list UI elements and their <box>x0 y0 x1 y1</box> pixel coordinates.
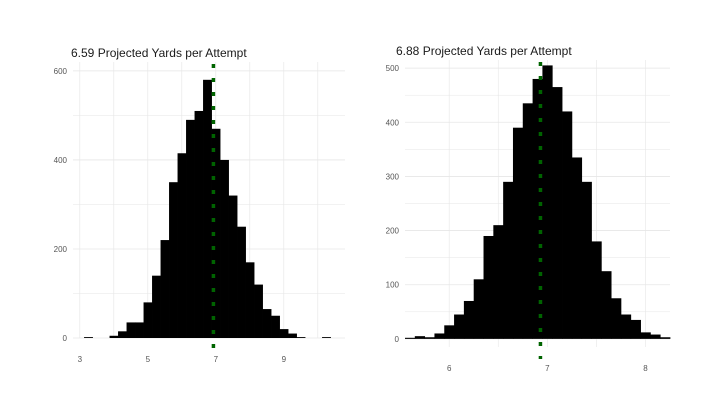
histogram-bar <box>296 337 306 338</box>
histogram-bar <box>503 181 514 339</box>
histogram-bar <box>279 329 289 338</box>
histogram-bar <box>152 275 161 338</box>
chart-title-left: 6.59 Projected Yards per Attempt <box>71 46 247 60</box>
x-tick-label: 7 <box>545 364 550 373</box>
histogram-bar <box>434 333 445 339</box>
histogram-bar <box>463 300 475 339</box>
y-tick-label: 0 <box>63 334 68 343</box>
histogram-panel-right: 6.88 Projected Yards per Attempt 6 7 8 0 100… <box>360 0 720 405</box>
histogram-bar <box>135 322 144 338</box>
y-tick-label: 600 <box>54 67 68 76</box>
histogram-bars-left <box>84 79 331 338</box>
histogram-bar <box>322 337 331 338</box>
histogram-plot-right: 6 7 8 0 100 200 300 400 500 <box>386 60 671 373</box>
histogram-bar <box>254 284 263 338</box>
histogram-bar <box>591 241 602 339</box>
histogram-bar <box>220 159 229 338</box>
histogram-bar <box>542 65 553 339</box>
histogram-bar <box>473 279 484 339</box>
histogram-bar <box>211 128 221 338</box>
histogram-bar <box>512 127 524 339</box>
histogram-bar <box>454 314 465 339</box>
histogram-bar <box>177 153 187 338</box>
histogram-bar <box>581 181 592 339</box>
histogram-bar <box>194 110 204 338</box>
histogram-bar <box>271 315 280 338</box>
histogram-bar <box>660 337 671 339</box>
histogram-bar <box>126 322 136 338</box>
histogram-panel-left: 6.59 Projected Yards per Attempt 3 5 7 9 0 20… <box>54 46 345 364</box>
y-tick-label: 400 <box>386 118 400 127</box>
histogram-bar <box>601 271 612 339</box>
y-tick-label: 300 <box>386 172 400 181</box>
y-tick-label: 0 <box>395 335 400 344</box>
x-tick-label: 8 <box>643 364 648 373</box>
histogram-bar <box>186 119 195 338</box>
x-tick-label: 5 <box>146 355 151 364</box>
histogram-bar <box>405 337 416 339</box>
histogram-bar <box>444 325 455 339</box>
y-tick-label: 400 <box>54 156 68 165</box>
histogram-bar <box>169 182 178 338</box>
y-tick-label: 200 <box>54 245 68 254</box>
histogram-bar <box>424 337 435 339</box>
histogram-bar <box>237 226 246 338</box>
histogram-bars-right <box>405 65 671 339</box>
histogram-bar <box>532 78 543 339</box>
x-tick-label: 9 <box>282 355 287 364</box>
histogram-bar <box>143 302 153 338</box>
histogram-bar <box>262 309 272 338</box>
histogram-bar <box>203 79 212 338</box>
histogram-bar <box>228 195 238 338</box>
histogram-bar <box>522 103 533 339</box>
histogram-bar <box>84 337 93 338</box>
histogram-bar <box>630 319 641 339</box>
histogram-bar <box>650 334 661 339</box>
histogram-bar <box>118 331 127 338</box>
x-tick-label: 7 <box>214 355 219 364</box>
histogram-bar <box>160 240 170 338</box>
histogram-bar <box>109 335 119 338</box>
histogram-bar <box>562 111 573 339</box>
histogram-bar <box>611 298 622 339</box>
histogram-bar <box>493 225 504 339</box>
histogram-bar <box>288 333 297 338</box>
chart-title-right: 6.88 Projected Yards per Attempt <box>396 44 572 58</box>
histogram-bar <box>483 235 494 339</box>
histogram-plot-left: 3 5 7 9 0 200 400 600 <box>54 62 345 364</box>
histogram-bar <box>571 157 583 339</box>
histogram-bar <box>552 87 563 339</box>
y-tick-label: 500 <box>386 64 400 73</box>
histogram-bar <box>414 336 426 339</box>
y-tick-label: 100 <box>386 281 400 290</box>
histogram-bar <box>245 262 255 338</box>
histogram-bar <box>640 332 651 339</box>
x-tick-label: 6 <box>447 364 452 373</box>
x-tick-label: 3 <box>78 355 83 364</box>
y-tick-label: 200 <box>386 227 400 236</box>
histogram-bar <box>620 314 632 339</box>
